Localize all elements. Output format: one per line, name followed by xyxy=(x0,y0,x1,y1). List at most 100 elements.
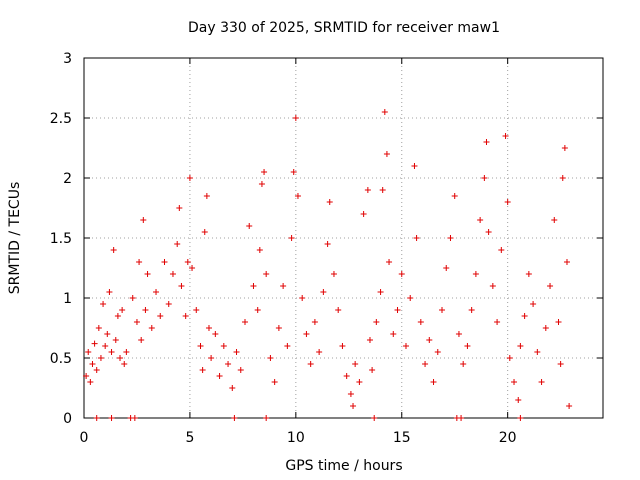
data-point xyxy=(178,283,185,289)
x-axis-label: GPS time / hours xyxy=(285,458,402,474)
data-point xyxy=(133,319,140,325)
data-point xyxy=(347,391,354,397)
data-point xyxy=(250,283,257,289)
y-tick-label: 3 xyxy=(63,51,72,67)
data-point xyxy=(447,235,454,241)
data-point xyxy=(515,397,522,403)
data-point xyxy=(422,361,429,367)
data-point xyxy=(254,307,261,313)
data-point xyxy=(104,331,111,337)
data-point xyxy=(280,283,287,289)
data-point xyxy=(261,169,268,175)
data-point xyxy=(555,319,562,325)
data-point xyxy=(350,403,357,409)
data-point xyxy=(95,325,102,331)
data-point xyxy=(237,367,244,373)
data-point xyxy=(129,295,136,301)
data-point xyxy=(343,373,350,379)
data-point xyxy=(481,175,488,181)
data-point xyxy=(381,109,388,115)
data-point xyxy=(468,307,475,313)
data-point xyxy=(566,403,573,409)
data-point xyxy=(458,415,465,421)
data-point xyxy=(460,361,467,367)
data-point xyxy=(258,181,265,187)
data-point xyxy=(485,229,492,235)
data-point xyxy=(364,187,371,193)
grid-lines xyxy=(84,58,603,418)
data-point xyxy=(246,223,253,229)
data-point xyxy=(136,259,143,265)
data-point xyxy=(108,415,115,421)
data-point xyxy=(511,379,518,385)
data-point xyxy=(83,373,90,379)
data-point xyxy=(530,301,537,307)
data-point xyxy=(233,349,240,355)
data-point xyxy=(311,319,318,325)
data-point xyxy=(161,259,168,265)
data-point xyxy=(131,415,138,421)
plot-frame xyxy=(83,57,604,419)
data-point xyxy=(165,301,172,307)
data-point xyxy=(184,259,191,265)
data-point xyxy=(439,307,446,313)
data-point xyxy=(307,361,314,367)
data-point xyxy=(430,379,437,385)
x-tick-label: 10 xyxy=(287,430,305,446)
data-point xyxy=(256,247,263,253)
data-point xyxy=(193,307,200,313)
data-point xyxy=(157,313,164,319)
x-tick-label: 20 xyxy=(499,430,517,446)
data-points xyxy=(83,109,573,421)
data-point xyxy=(402,343,409,349)
axis-ticks: 0 0.5 1 1.5 2 2.5 3 0 5 10 15 20 xyxy=(50,51,603,446)
data-point xyxy=(517,343,524,349)
data-point xyxy=(117,355,124,361)
data-point xyxy=(119,307,126,313)
data-point xyxy=(112,337,119,343)
data-point xyxy=(434,349,441,355)
data-point xyxy=(91,340,98,347)
data-point xyxy=(324,241,331,247)
data-point xyxy=(100,301,107,307)
data-point xyxy=(330,271,337,277)
data-point xyxy=(489,283,496,289)
data-point xyxy=(241,319,248,325)
data-point xyxy=(504,199,511,205)
data-point xyxy=(551,217,558,223)
data-point xyxy=(369,367,376,373)
data-point xyxy=(85,349,92,355)
data-point xyxy=(267,355,274,361)
data-point xyxy=(559,175,566,181)
data-point xyxy=(176,205,183,211)
data-point xyxy=(557,361,564,367)
data-point xyxy=(138,337,145,343)
data-point xyxy=(386,259,393,265)
data-point xyxy=(534,349,541,355)
data-point xyxy=(121,361,128,367)
data-point xyxy=(144,271,151,277)
data-point xyxy=(89,361,96,367)
data-point xyxy=(477,217,484,223)
data-point xyxy=(472,271,479,277)
data-point xyxy=(451,193,458,199)
data-point xyxy=(563,259,570,265)
data-point xyxy=(303,331,310,337)
data-point xyxy=(284,343,291,349)
data-point xyxy=(216,373,223,379)
data-point xyxy=(506,355,513,361)
data-point xyxy=(229,385,236,391)
data-point xyxy=(377,289,384,295)
data-point xyxy=(561,145,568,151)
data-point xyxy=(417,319,424,325)
data-point xyxy=(483,139,490,145)
data-point xyxy=(373,319,380,325)
data-point xyxy=(110,247,117,253)
data-point xyxy=(292,115,299,121)
data-point xyxy=(502,133,509,139)
data-point xyxy=(186,175,193,181)
data-point xyxy=(352,361,359,367)
data-point xyxy=(356,379,363,385)
data-point xyxy=(87,379,94,385)
data-point xyxy=(197,343,204,349)
